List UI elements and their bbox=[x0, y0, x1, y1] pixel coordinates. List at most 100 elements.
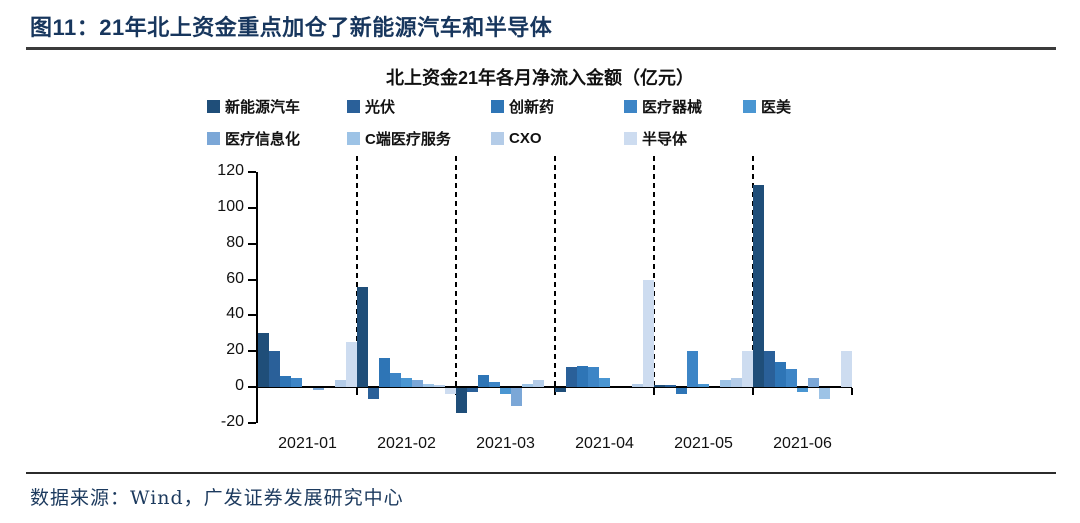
y-axis-label: 0 bbox=[235, 377, 244, 395]
x-axis-tick bbox=[752, 388, 754, 396]
figure-title: 图11：21年北上资金重点加仓了新能源汽车和半导体 bbox=[30, 15, 553, 40]
bar-创新药-2021-05 bbox=[676, 388, 687, 394]
x-axis-tick bbox=[851, 388, 853, 396]
legend-swatch-icon bbox=[624, 132, 637, 145]
bar-医美-2021-02 bbox=[401, 378, 412, 388]
bar-新能源汽车-2021-04 bbox=[555, 388, 566, 392]
bar-创新药-2021-03 bbox=[478, 374, 489, 388]
bar-医疗器械-2021-03 bbox=[489, 381, 500, 388]
x-axis-label: 2021-01 bbox=[278, 435, 337, 452]
bar-半导体-2021-02 bbox=[445, 388, 456, 394]
x-axis-label: 2021-02 bbox=[377, 435, 436, 452]
month-separator-dashed-line bbox=[455, 156, 457, 396]
legend-item: 创新药 bbox=[491, 96, 624, 117]
y-axis-tick bbox=[248, 350, 256, 353]
chart-card: 北上资金21年各月净流入金额（亿元） 新能源汽车 光伏 创新药 医疗器械 医美医疗信息化… bbox=[190, 60, 890, 460]
legend-item: 新能源汽车 bbox=[207, 96, 347, 117]
bar-医疗器械-2021-01 bbox=[291, 378, 302, 388]
legend-label: C端医疗服务 bbox=[365, 131, 451, 148]
bar-C端医疗服务-2021-02 bbox=[423, 383, 434, 388]
bar-医美-2021-04 bbox=[599, 378, 610, 388]
bar-光伏-2021-04 bbox=[566, 367, 577, 388]
y-axis-tick bbox=[248, 422, 256, 424]
bar-CXO-2021-04 bbox=[632, 383, 643, 388]
bar-医疗器械-2021-06 bbox=[786, 369, 797, 388]
bar-光伏-2021-06 bbox=[764, 351, 775, 388]
legend-label: 新能源汽车 bbox=[225, 99, 301, 116]
bar-C端医疗服务-2021-05 bbox=[720, 379, 731, 388]
bar-医疗信息化-2021-02 bbox=[412, 379, 423, 388]
y-axis-tick bbox=[248, 171, 256, 173]
bar-医美-2021-06 bbox=[797, 388, 808, 392]
y-axis-tick bbox=[248, 386, 256, 389]
bar-医疗器械-2021-02 bbox=[390, 372, 401, 388]
legend-label: 半导体 bbox=[642, 131, 688, 148]
legend-label: 医疗器械 bbox=[642, 99, 703, 116]
plot-region: 120 100 80 60 40 20 0 -20 2021-01 2021-02 2021-03 2… bbox=[217, 156, 853, 452]
bar-创新药-2021-04 bbox=[577, 365, 588, 388]
legend-swatch-icon bbox=[347, 100, 360, 113]
bar-CXO-2021-01 bbox=[335, 379, 346, 388]
x-axis-label: 2021-06 bbox=[773, 435, 832, 452]
legend-swatch-icon bbox=[207, 100, 220, 113]
y-axis-label: 20 bbox=[226, 341, 244, 359]
bar-新能源汽车-2021-01 bbox=[258, 333, 269, 388]
bar-医疗器械-2021-04 bbox=[588, 367, 599, 388]
x-axis-label: 2021-03 bbox=[476, 435, 535, 452]
legend-swatch-icon bbox=[207, 132, 220, 145]
bar-光伏-2021-01 bbox=[269, 351, 280, 388]
y-axis-tick bbox=[248, 278, 256, 281]
x-axis-tick bbox=[356, 388, 358, 396]
x-axis-label: 2021-05 bbox=[674, 435, 733, 452]
bar-光伏-2021-05 bbox=[665, 385, 676, 388]
bar-医疗信息化-2021-03 bbox=[511, 388, 522, 407]
header-divider bbox=[26, 47, 1056, 50]
y-axis-label: 100 bbox=[217, 197, 244, 215]
bar-新能源汽车-2021-02 bbox=[357, 286, 368, 388]
legend-swatch-icon bbox=[624, 100, 637, 113]
month-separator-dashed-line bbox=[554, 156, 556, 396]
legend-item: 医美 bbox=[743, 96, 887, 117]
bar-CXO-2021-02 bbox=[434, 385, 445, 388]
chart-legend: 新能源汽车 光伏 创新药 医疗器械 医美医疗信息化 C端医疗服务 CXO 半导体 bbox=[207, 96, 887, 149]
x-axis-tick bbox=[653, 388, 655, 396]
bar-新能源汽车-2021-03 bbox=[456, 388, 467, 414]
legend-label: 光伏 bbox=[365, 99, 396, 116]
legend-item: 半导体 bbox=[624, 128, 743, 149]
bar-C端医疗服务-2021-03 bbox=[522, 383, 533, 388]
month-separator-dashed-line bbox=[653, 156, 655, 396]
bar-医疗器械-2021-05 bbox=[687, 351, 698, 388]
legend-label: 医疗信息化 bbox=[225, 131, 301, 148]
bar-光伏-2021-03 bbox=[467, 388, 478, 392]
bar-医美-2021-03 bbox=[500, 388, 511, 394]
legend-label: CXO bbox=[509, 130, 542, 147]
chart-title: 北上资金21年各月净流入金额（亿元） bbox=[385, 68, 695, 88]
bar-创新药-2021-01 bbox=[280, 376, 291, 388]
y-axis-tick bbox=[248, 242, 256, 245]
y-axis-tick bbox=[248, 206, 256, 209]
bar-新能源汽车-2021-05 bbox=[654, 385, 665, 388]
legend-swatch-icon bbox=[347, 132, 360, 145]
legend-item: CXO bbox=[491, 128, 624, 149]
bar-CXO-2021-05 bbox=[731, 378, 742, 388]
bar-新能源汽车-2021-06 bbox=[753, 184, 764, 388]
legend-item: 医疗器械 bbox=[624, 96, 743, 117]
bar-半导体-2021-04 bbox=[643, 279, 654, 388]
x-axis-label: 2021-04 bbox=[575, 435, 634, 452]
legend-label: 创新药 bbox=[509, 99, 555, 116]
y-axis-label: 40 bbox=[226, 305, 244, 323]
legend-swatch-icon bbox=[491, 100, 504, 113]
legend-label: 医美 bbox=[761, 99, 792, 116]
legend-swatch-icon bbox=[491, 132, 504, 145]
legend-item: 医疗信息化 bbox=[207, 128, 347, 149]
bar-CXO-2021-03 bbox=[533, 379, 544, 388]
bar-医疗信息化-2021-06 bbox=[808, 378, 819, 388]
month-separator-dashed-line bbox=[356, 156, 358, 396]
bar-半导体-2021-06 bbox=[841, 351, 852, 388]
plot-wrap: 120 100 80 60 40 20 0 -20 2021-01 2021-02 2021-03 2… bbox=[190, 156, 890, 460]
footer-divider bbox=[26, 472, 1056, 474]
bar-C端医疗服务-2021-06 bbox=[819, 388, 830, 399]
data-source: 数据来源：Wind，广发证券发展研究中心 bbox=[30, 487, 404, 509]
y-axis-line bbox=[256, 172, 258, 423]
